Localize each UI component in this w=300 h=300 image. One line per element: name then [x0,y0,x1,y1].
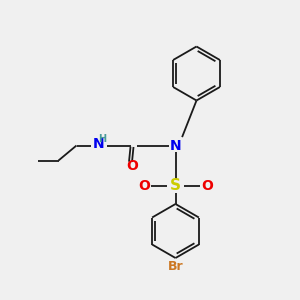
Text: H: H [98,134,107,144]
Text: N: N [93,137,105,151]
Text: O: O [126,160,138,173]
Text: S: S [170,178,181,194]
Text: N: N [170,139,181,152]
Text: Br: Br [168,260,183,273]
Text: O: O [138,179,150,193]
Text: O: O [201,179,213,193]
